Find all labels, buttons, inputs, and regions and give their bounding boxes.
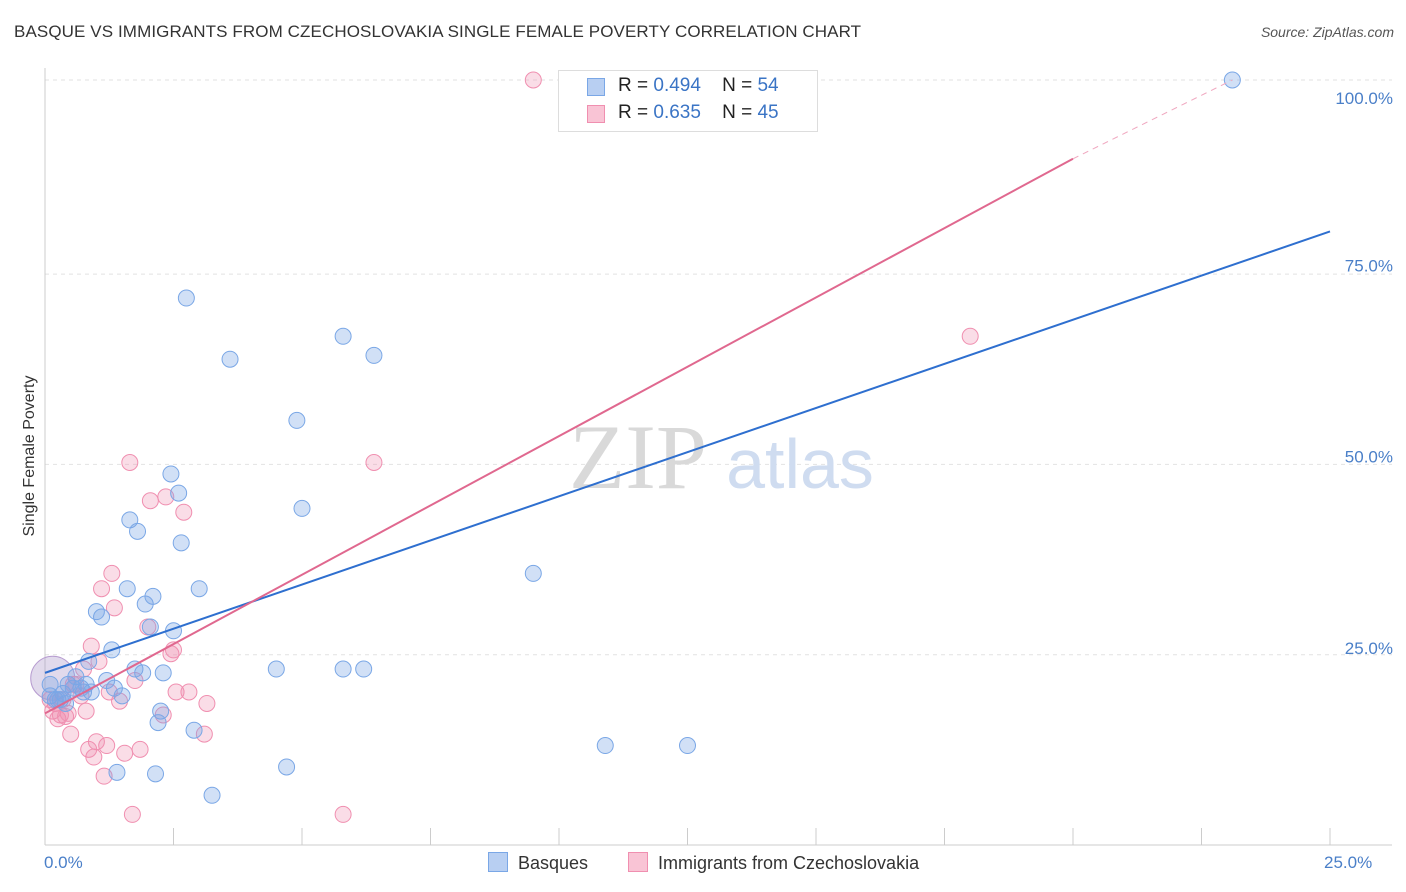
czech-point — [524, 71, 542, 89]
czech-trend-line — [44, 157, 1074, 715]
source-label: Source: ZipAtlas.com — [1260, 24, 1394, 40]
y-tick-label: 75.0% — [1345, 256, 1393, 275]
basque-point — [267, 660, 285, 678]
basque-point — [57, 694, 75, 712]
czech-point — [93, 580, 111, 598]
basque-point — [154, 664, 172, 682]
x-tick-max: 25.0% — [1324, 853, 1373, 872]
czech-point — [103, 564, 121, 582]
czech-point — [195, 725, 213, 743]
basque-point — [278, 758, 296, 776]
y-tick-label: 25.0% — [1345, 639, 1393, 658]
czech-point — [167, 683, 185, 701]
basque-point — [334, 660, 352, 678]
basques-legend-swatch — [488, 852, 508, 872]
basque-point — [54, 685, 72, 703]
czech-point — [82, 637, 100, 655]
basque-point — [221, 350, 239, 368]
czech-point — [85, 748, 103, 766]
czech-point — [157, 488, 175, 506]
basque-point — [190, 580, 208, 598]
czech-r-value: 0.635 — [653, 102, 701, 123]
czech-point — [87, 733, 105, 751]
basque-point — [334, 327, 352, 345]
basque-point — [147, 765, 165, 783]
basque-point — [141, 618, 159, 636]
basques-r-value: 0.494 — [653, 75, 701, 96]
axes — [44, 68, 1392, 846]
basque-point — [355, 660, 373, 678]
basques-swatch — [587, 78, 605, 96]
czech-point — [123, 805, 141, 823]
czech-point — [98, 737, 116, 755]
czech-point — [59, 704, 77, 722]
gridlines — [45, 79, 1392, 656]
czech-point — [141, 492, 159, 510]
czech-point — [131, 740, 149, 758]
basque-point — [172, 534, 190, 552]
czech-point — [121, 454, 139, 471]
basque-point — [365, 346, 383, 364]
czech-n-value: 45 — [757, 102, 779, 123]
basque-point — [185, 721, 203, 739]
czech-point — [116, 744, 134, 762]
czech-point — [180, 683, 198, 701]
basque-point — [293, 499, 311, 517]
czech-point — [961, 327, 979, 345]
czech-point — [198, 694, 216, 712]
czech-point — [57, 707, 75, 725]
basque-point — [144, 587, 162, 605]
basque-point — [170, 484, 188, 502]
chart-title: BASQUE VS IMMIGRANTS FROM CZECHOSLOVAKIA… — [14, 22, 862, 41]
basque-point — [203, 786, 221, 804]
basque-point — [87, 603, 105, 621]
basque-point — [152, 702, 170, 720]
czech-point — [365, 454, 383, 471]
basques-n-value: 54 — [757, 75, 779, 96]
y-tick-labels: 100.0% 75.0% 50.0% 25.0% — [1335, 89, 1393, 658]
czech-point — [334, 805, 352, 823]
basque-trend-line — [44, 230, 1331, 674]
basque-point — [93, 608, 111, 626]
correlation-legend: R = 0.494 N = 54 R = 0.635 N = 45 — [558, 70, 818, 132]
basque-point — [113, 687, 131, 705]
watermark-atlas: atlas — [726, 425, 874, 503]
czech-point — [175, 503, 193, 521]
czech-point — [95, 767, 113, 785]
czech-trend-extension — [1072, 79, 1233, 160]
czech-point — [62, 725, 80, 743]
basque-point — [162, 465, 180, 483]
x-tick-min: 0.0% — [44, 853, 83, 872]
czech-point — [105, 599, 123, 617]
basque-point — [679, 737, 696, 755]
basque-point — [134, 664, 152, 682]
basque-point — [108, 763, 126, 781]
czech-swatch — [587, 105, 605, 123]
czech-point — [77, 702, 95, 720]
y-tick-label: 100.0% — [1335, 89, 1393, 108]
basque-point — [118, 580, 136, 598]
basque-point — [177, 289, 195, 307]
bottom-legend-basques: Basques — [488, 852, 588, 876]
y-tick-label: 50.0% — [1345, 448, 1393, 467]
basque-point — [596, 737, 614, 755]
data-points — [30, 71, 1241, 823]
watermark-zip: ZIP — [569, 406, 707, 508]
basque-point — [524, 564, 542, 582]
basque-point — [129, 522, 147, 540]
bottom-legend-czech: Immigrants from Czechoslovakia — [628, 852, 919, 876]
trend-lines — [44, 79, 1331, 715]
basque-point — [288, 411, 306, 429]
czech-legend-swatch — [628, 852, 648, 872]
